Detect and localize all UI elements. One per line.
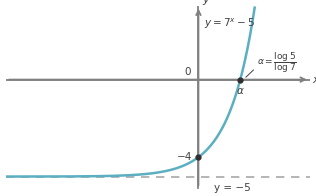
Text: α: α <box>237 86 244 96</box>
Text: y: y <box>203 0 209 5</box>
Text: 0: 0 <box>184 67 191 77</box>
Text: y = −5: y = −5 <box>214 183 250 193</box>
Text: $\alpha = \dfrac{\log 5}{\log 7}$: $\alpha = \dfrac{\log 5}{\log 7}$ <box>257 50 296 74</box>
Text: x: x <box>312 75 316 85</box>
Text: −4: −4 <box>177 152 192 162</box>
Text: $y = 7^{x} - 5$: $y = 7^{x} - 5$ <box>204 16 254 31</box>
